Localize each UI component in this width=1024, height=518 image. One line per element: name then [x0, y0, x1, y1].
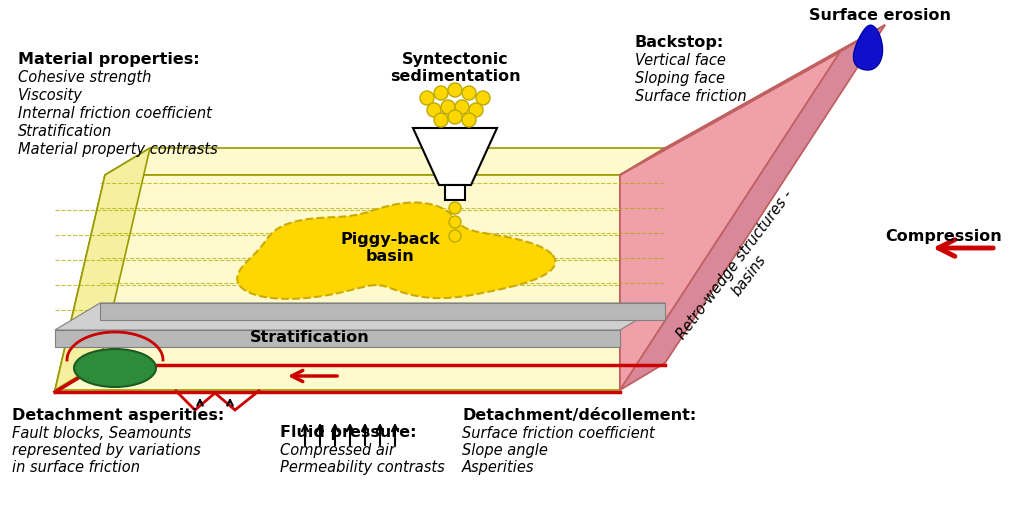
Polygon shape — [413, 128, 497, 185]
Circle shape — [462, 86, 476, 100]
Polygon shape — [620, 52, 840, 390]
Circle shape — [476, 91, 490, 105]
Text: Detachment asperities:: Detachment asperities: — [12, 408, 224, 423]
Polygon shape — [55, 175, 620, 390]
Text: Internal friction coefficient: Internal friction coefficient — [18, 106, 212, 121]
Text: Viscosity: Viscosity — [18, 88, 83, 103]
Text: Cohesive strength: Cohesive strength — [18, 70, 152, 85]
Text: Backstop:: Backstop: — [635, 35, 724, 50]
Text: Detachment/décollement:: Detachment/décollement: — [462, 408, 696, 423]
Text: Material properties:: Material properties: — [18, 52, 200, 67]
Text: in surface friction: in surface friction — [12, 460, 140, 475]
Polygon shape — [620, 25, 885, 175]
Text: Permeability contrasts: Permeability contrasts — [280, 460, 444, 475]
Circle shape — [469, 103, 483, 117]
Circle shape — [455, 100, 469, 114]
Circle shape — [449, 83, 462, 97]
Text: Stratification: Stratification — [18, 124, 113, 139]
Polygon shape — [620, 25, 885, 390]
Text: Surface friction coefficient: Surface friction coefficient — [462, 426, 654, 441]
Polygon shape — [445, 185, 465, 200]
Circle shape — [449, 230, 461, 242]
Text: Sloping face: Sloping face — [635, 71, 725, 86]
Text: Piggy-back
basin: Piggy-back basin — [340, 232, 440, 264]
Polygon shape — [238, 203, 555, 299]
Circle shape — [449, 216, 461, 228]
Text: represented by variations: represented by variations — [12, 443, 201, 458]
Text: Asperities: Asperities — [462, 460, 535, 475]
Text: Fluid pressure:: Fluid pressure: — [280, 425, 417, 440]
Polygon shape — [55, 330, 620, 347]
Text: Stratification: Stratification — [250, 329, 370, 344]
Polygon shape — [55, 303, 665, 330]
Polygon shape — [853, 25, 883, 70]
Circle shape — [420, 91, 434, 105]
Ellipse shape — [74, 349, 156, 387]
Text: Retro-wedge structures -
basins: Retro-wedge structures - basins — [674, 188, 810, 353]
Circle shape — [449, 110, 462, 124]
Circle shape — [449, 202, 461, 214]
Text: Slope angle: Slope angle — [462, 443, 548, 458]
Circle shape — [462, 113, 476, 127]
Circle shape — [441, 100, 455, 114]
Polygon shape — [620, 148, 665, 390]
Polygon shape — [105, 148, 665, 175]
Circle shape — [434, 113, 449, 127]
Text: Material property contrasts: Material property contrasts — [18, 142, 218, 157]
Text: Surface erosion: Surface erosion — [809, 8, 951, 23]
Text: Vertical face: Vertical face — [635, 53, 726, 68]
Polygon shape — [100, 303, 665, 320]
Polygon shape — [665, 25, 885, 363]
Text: Compressed air: Compressed air — [280, 443, 395, 458]
Text: Surface friction: Surface friction — [635, 89, 746, 104]
Text: Compression: Compression — [886, 228, 1002, 243]
Circle shape — [427, 103, 441, 117]
Circle shape — [434, 86, 449, 100]
Polygon shape — [55, 148, 150, 390]
Text: Fault blocks, Seamounts: Fault blocks, Seamounts — [12, 426, 191, 441]
Text: Syntectonic
sedimentation: Syntectonic sedimentation — [390, 52, 520, 84]
